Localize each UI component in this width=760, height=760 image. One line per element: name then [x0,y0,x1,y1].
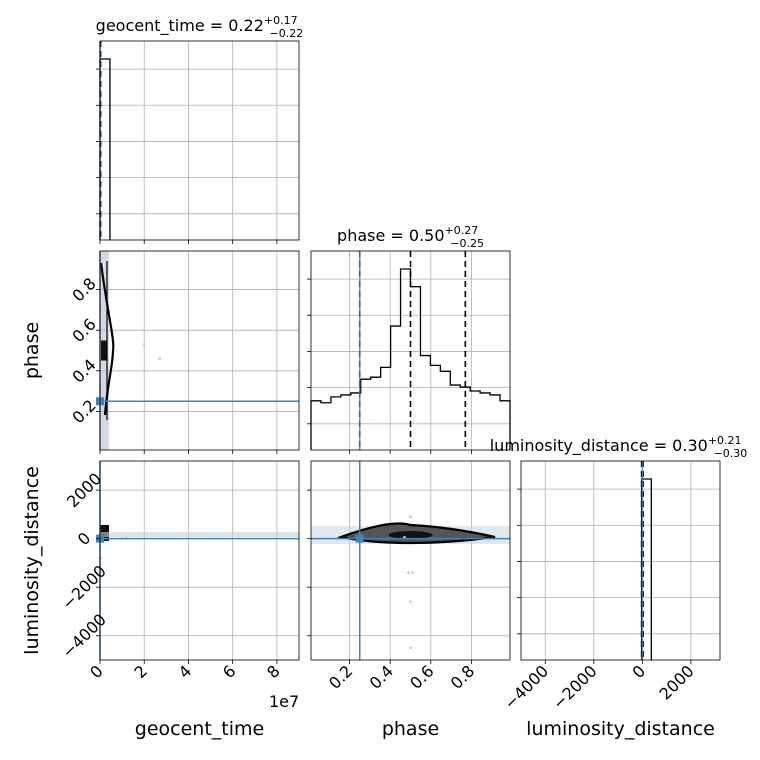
grid-luminosity_distance [521,461,720,660]
y-tick-label: 0 [74,528,95,549]
density-core [101,340,107,361]
truth-geocent_time-phase [96,251,299,450]
histogram-bin [391,326,401,450]
panel-frame-2-0 [99,460,300,661]
contour-line [99,262,115,416]
x-axis-label-geocent_time: geocent_time [135,718,264,740]
histogram-bin [470,391,480,450]
x-tick-label: −4000 [500,661,552,713]
scatter-point [407,571,410,575]
y-axis-label-luminosity_distance: luminosity_distance [21,466,43,655]
grid-geocent_time-phase [99,251,299,450]
x-tick-label: 2000 [655,661,697,703]
histogram-bin [450,385,460,450]
title-main: geocent_time = 0.22 [96,16,264,36]
title-main: luminosity_distance = 0.30 [490,436,708,456]
histogram-luminosity_distance [640,461,652,660]
x-tick-label: −2000 [549,661,601,713]
x-tick-label: 0 [86,661,107,682]
panel-frame-2-1 [310,460,511,661]
scatter-point [409,515,412,519]
histogram-bin [480,393,490,450]
x-tick-label: 0 [629,661,650,682]
x-tick-label: 0.2 [325,661,356,692]
title-lower: −0.25 [450,237,484,250]
histogram-bin [381,367,391,450]
x-axis-label-phase: phase [382,718,439,740]
density-luminosity_distance-geocent_time [100,525,299,542]
title-lower: −0.22 [270,27,304,40]
y-axis-label-phase: phase [21,322,43,379]
grid-layer [99,41,720,660]
grid-geocent_time-luminosity_distance [99,461,299,660]
y-tick-label: 0.4 [68,355,99,386]
histogram-bin [361,379,371,450]
histogram-bin [440,371,450,450]
title-luminosity_distance: luminosity_distance = 0.30+0.21 −0.30 [490,434,748,460]
panel-frame-1-1 [310,250,511,451]
histogram-steps [310,268,511,450]
density-band [100,532,299,538]
x-tick-label: 8 [263,661,284,682]
title-geocent_time: geocent_time = 0.22+0.17 −0.22 [96,14,304,40]
title-upper: +0.21 [708,434,742,447]
histogram-bin [341,395,351,450]
density-core [388,531,433,540]
title-lower: −0.30 [714,447,748,460]
grid-geocent_time [99,41,299,240]
x-tick-label: 0.4 [366,661,397,692]
scatter-point [142,343,146,346]
x-tick-label: 0.8 [447,661,478,692]
title-upper: +0.17 [264,14,298,27]
histogram-bin [321,403,331,450]
x-tick-label: 2 [130,661,151,682]
title-main: phase = 0.50 [337,226,444,245]
x-offset-text: 1e7 [269,692,299,711]
scatter-point [158,357,162,361]
histogram-bin [100,59,110,240]
histogram-bin [371,377,381,450]
grid-phase-luminosity_distance [311,461,510,660]
truth-marker [355,534,364,543]
frames-layer [96,40,721,664]
x-tick-label: 4 [175,661,196,682]
histogram-bin [430,365,440,450]
histogram-bin [331,397,341,450]
histogram-bin [411,287,421,450]
histogram-geocent_time [99,41,111,240]
density-phase-geocent_time [99,251,115,450]
histogram-bin [311,401,321,450]
truth-geocent_time-luminosity_distance [96,461,299,660]
density-luminosity_distance-phase [311,522,510,545]
y-tick-label: 0.6 [68,315,99,346]
scatter-point [409,600,412,604]
y-tick-label: 0.8 [68,274,99,305]
truth-phase-luminosity_distance [311,461,510,660]
title-phase: phase = 0.50+0.27 −0.25 [337,224,484,250]
y-tick-label: 0.2 [68,396,99,427]
panel-frame-2-2 [520,460,721,661]
scatter-point [411,571,414,575]
histogram-bin [401,269,411,450]
scatter-point [409,646,412,650]
histogram-phase [310,251,511,450]
panel-frame-0-0 [99,40,300,241]
x-axis-label-luminosity_distance: luminosity_distance [526,718,715,740]
marks-layer [96,41,652,660]
panel-frame-1-0 [99,250,300,451]
x-tick-label: 6 [219,661,240,682]
x-tick-label: 0.6 [406,661,437,692]
title-upper: +0.27 [445,224,479,237]
histogram-bin [420,356,430,450]
